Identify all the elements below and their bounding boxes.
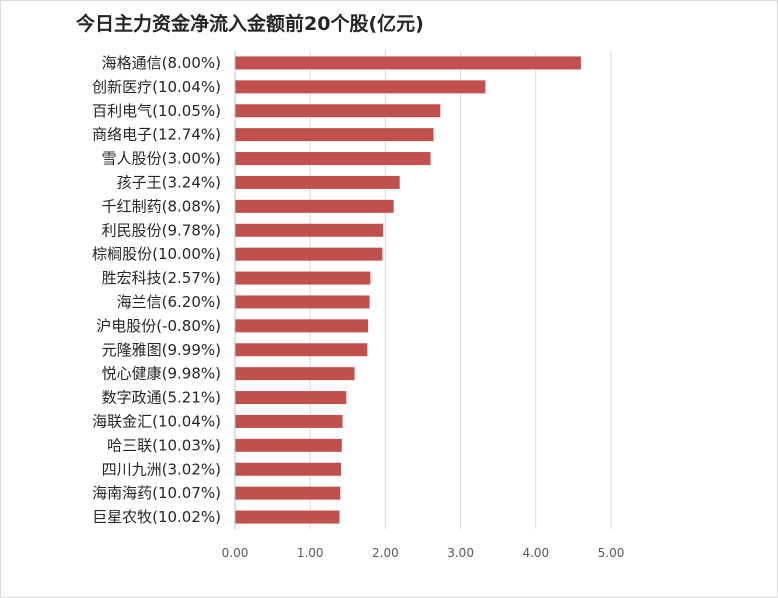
bar [235, 104, 441, 118]
category-label: 哈三联(10.03%) [107, 436, 221, 454]
bar [235, 462, 342, 476]
x-tick-label: 1.00 [297, 546, 324, 560]
x-tick-label: 0.00 [222, 546, 249, 560]
bar [235, 223, 384, 237]
category-label: 四川九洲(3.02%) [102, 460, 221, 478]
category-label: 百利电气(10.05%) [92, 102, 221, 120]
category-label: 千红制药(8.08%) [102, 197, 221, 215]
category-label: 数字政通(5.21%) [102, 389, 221, 407]
x-tick-label: 5.00 [598, 546, 625, 560]
category-label: 巨星农牧(10.02%) [92, 508, 221, 526]
category-label: 海南海药(10.07%) [92, 484, 221, 502]
bar [235, 56, 581, 70]
category-label: 利民股份(9.78%) [102, 221, 221, 239]
bar [235, 486, 341, 500]
bar [235, 510, 340, 524]
bar [235, 80, 486, 94]
bar [235, 295, 370, 309]
category-label: 海联金汇(10.04%) [92, 412, 221, 430]
x-tick-label: 4.00 [522, 546, 549, 560]
category-label: 元隆雅图(9.99%) [102, 341, 221, 359]
category-label: 商络电子(12.74%) [92, 126, 221, 144]
bar [235, 391, 347, 405]
category-label: 棕榈股份(10.00%) [92, 245, 221, 263]
chart-title: 今日主力资金净流入金额前20个股(亿元) [76, 13, 424, 35]
bar [235, 152, 431, 166]
category-label: 海格通信(8.00%) [102, 54, 221, 72]
bar [235, 199, 394, 213]
x-tick-label: 3.00 [447, 546, 474, 560]
category-label: 胜宏科技(2.57%) [102, 269, 221, 287]
bar [235, 128, 434, 142]
x-tick-label: 2.00 [372, 546, 399, 560]
bar [235, 319, 369, 333]
bar [235, 271, 371, 285]
category-label: 沪电股份(-0.80%) [96, 317, 221, 335]
category-label: 悦心健康(9.98%) [102, 365, 221, 383]
category-label: 孩子王(3.24%) [117, 173, 221, 191]
category-label: 创新医疗(10.04%) [92, 78, 221, 96]
bar [235, 438, 342, 452]
bar [235, 343, 368, 357]
bar [235, 175, 400, 189]
bar [235, 414, 343, 428]
category-label: 雪人股份(3.00%) [102, 150, 221, 168]
bar [235, 247, 383, 261]
bar [235, 367, 355, 381]
category-label: 海兰信(6.20%) [117, 293, 221, 311]
